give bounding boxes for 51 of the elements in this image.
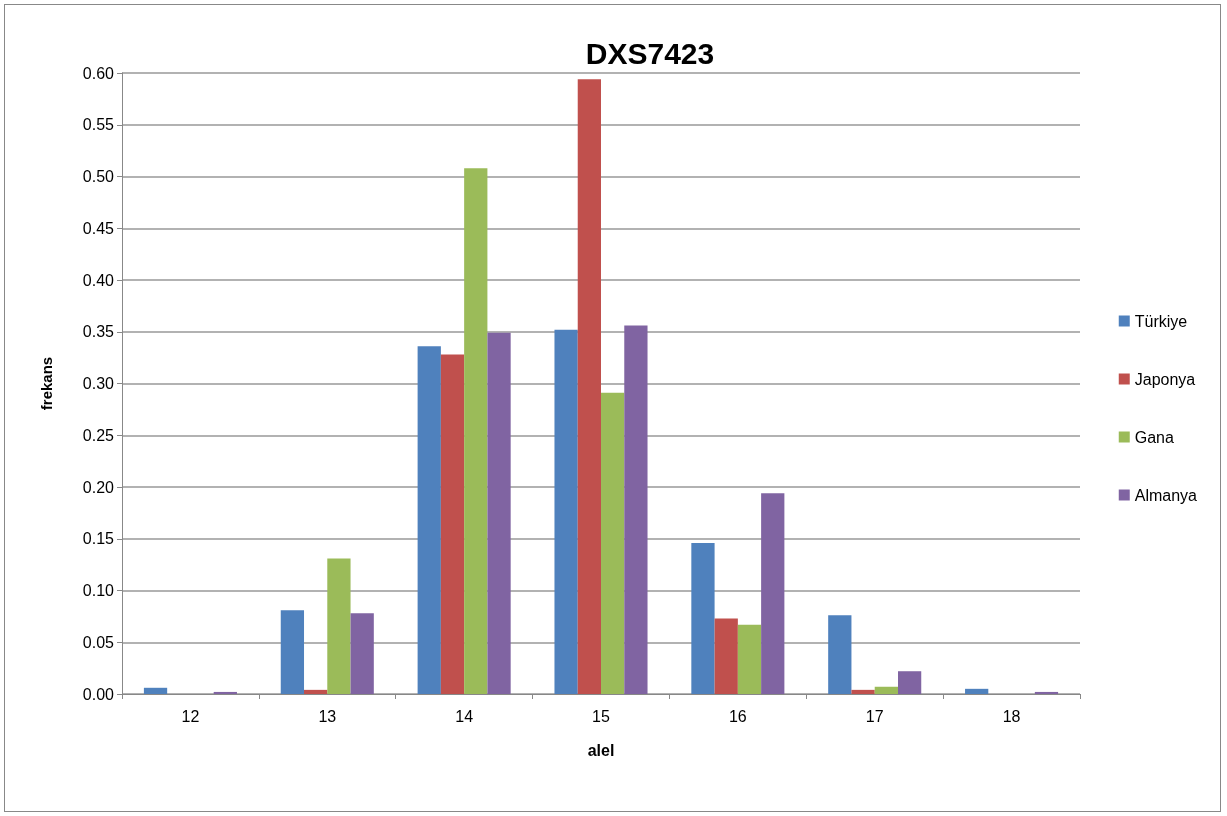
bar xyxy=(1034,691,1059,694)
bar xyxy=(440,354,465,694)
x-axis-title: alel xyxy=(587,741,615,759)
y-tick-label: 0.10 xyxy=(82,582,115,599)
y-tick-label: 0.35 xyxy=(82,323,115,341)
bar xyxy=(350,613,374,694)
y-tick-label: 0.50 xyxy=(82,168,115,185)
bar xyxy=(464,168,488,694)
bar xyxy=(213,691,237,694)
y-tick-label: 0.15 xyxy=(82,530,115,548)
x-tick-label: 12 xyxy=(181,707,200,725)
bar xyxy=(417,346,441,694)
y-tick-label: 0.30 xyxy=(82,375,115,392)
legend-label: Türkiye xyxy=(1134,312,1188,330)
bar xyxy=(554,329,578,694)
bar xyxy=(965,688,989,694)
x-tick-label: 16 xyxy=(728,707,747,725)
bar xyxy=(577,79,601,694)
y-tick-label: 0.05 xyxy=(82,633,115,651)
legend-label: Japonya xyxy=(1134,370,1196,388)
x-tick-label: 14 xyxy=(455,707,474,725)
bar xyxy=(327,558,351,694)
bar xyxy=(143,687,168,694)
legend-label: Gana xyxy=(1134,428,1174,446)
bar xyxy=(601,392,625,694)
x-tick-label: 17 xyxy=(865,707,884,725)
bar xyxy=(714,618,738,694)
y-tick-label: 0.00 xyxy=(82,685,115,703)
x-tick-label: 13 xyxy=(318,707,337,725)
chart-title: DXS7423 xyxy=(585,36,715,70)
bar xyxy=(691,542,715,694)
bar xyxy=(828,615,852,694)
bar xyxy=(624,325,648,694)
x-tick-label: 18 xyxy=(1002,707,1021,725)
y-tick-label: 0.20 xyxy=(82,478,115,496)
y-tick-label: 0.55 xyxy=(82,116,115,134)
bar xyxy=(304,689,328,694)
bar xyxy=(737,624,762,694)
bar xyxy=(874,686,898,694)
bar xyxy=(487,332,511,694)
bar xyxy=(280,610,305,694)
y-tick-label: 0.25 xyxy=(82,426,115,444)
bar xyxy=(761,493,785,694)
y-tick-label: 0.40 xyxy=(82,271,115,289)
x-tick-label: 15 xyxy=(592,707,610,725)
bar xyxy=(897,671,922,694)
y-tick-label: 0.60 xyxy=(82,64,115,82)
legend-label: Almanya xyxy=(1134,486,1198,504)
y-axis-title: frekans xyxy=(38,356,55,411)
bar xyxy=(851,689,875,694)
y-tick-label: 0.45 xyxy=(82,219,115,237)
